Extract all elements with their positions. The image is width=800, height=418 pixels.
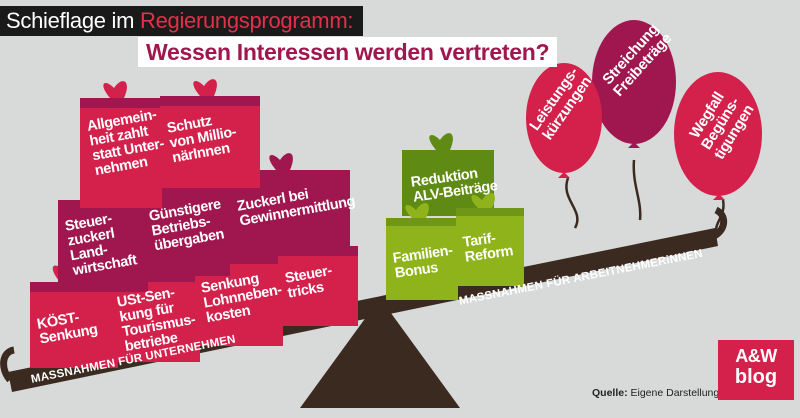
scale-fulcrum — [300, 298, 460, 408]
source-note: Quelle: Eigene Darstellung — [592, 387, 719, 399]
page-title-accent: Regierungsprogramm: — [139, 8, 354, 33]
beam-hook-right — [712, 206, 728, 240]
balloon — [526, 63, 602, 173]
balloon-knot — [628, 142, 640, 148]
balloon-string — [632, 159, 642, 221]
balloon-string — [714, 199, 725, 233]
source-text: Eigene Darstellung — [627, 387, 720, 399]
balloon-knot — [713, 194, 725, 200]
beam-hook-left — [0, 346, 16, 383]
balloon — [592, 20, 676, 144]
gift-box — [80, 81, 162, 208]
source-label: Quelle: — [592, 387, 628, 399]
page-title: Schieflage im Regierungsprogramm: — [0, 6, 364, 36]
aw-blog-logo[interactable]: A&W blog — [718, 340, 794, 400]
balloon — [674, 72, 762, 196]
gift-label: Allgemein- heit zahlt statt Unter- nehme… — [85, 106, 166, 180]
logo-bottom: blog — [734, 366, 778, 388]
balloon-knot — [558, 172, 570, 178]
gift-box — [386, 203, 458, 300]
balloon-string — [565, 177, 579, 229]
page-subtitle: Wessen Interessen werden vertreten? — [138, 37, 558, 67]
gift-box — [456, 193, 524, 286]
gift-label: Steuer- zuckerl Land- wirtschaft — [63, 210, 138, 280]
gift-box — [160, 79, 260, 188]
logo-top: A&W — [735, 346, 777, 366]
